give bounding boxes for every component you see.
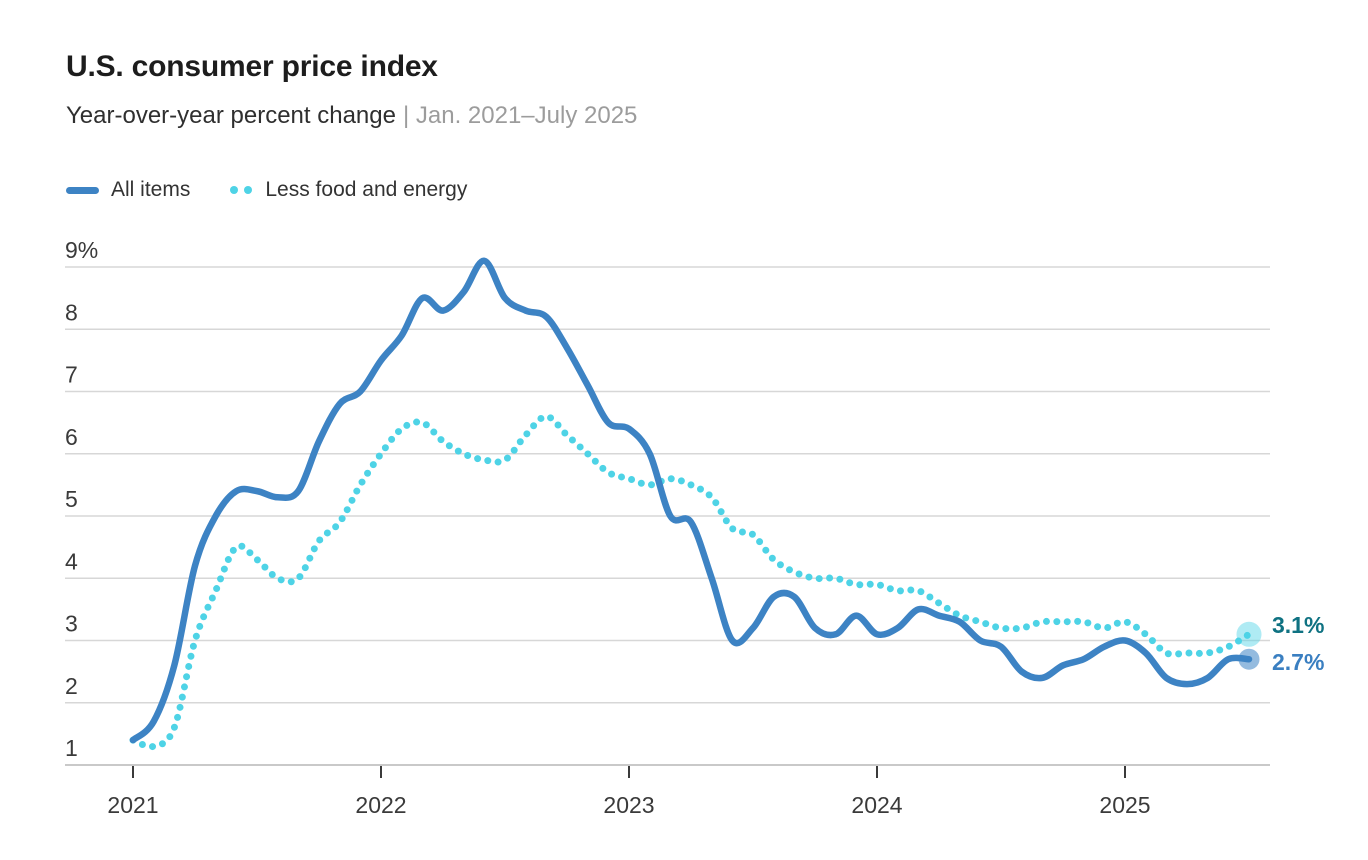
- x-axis-label: 2023: [603, 792, 654, 818]
- all-items-line-swatch-icon: [66, 186, 99, 194]
- y-axis-label: 6: [65, 424, 78, 450]
- legend-label-less-food-energy: Less food and energy: [265, 178, 468, 201]
- subtitle-date-range: | Jan. 2021–July 2025: [402, 102, 638, 129]
- x-axis-label: 2021: [107, 792, 158, 818]
- series-less-food-energy-line: [129, 412, 1253, 751]
- end-label-less-food-energy: 3.1%: [1272, 612, 1325, 638]
- y-axis-label: 2: [65, 673, 78, 699]
- y-axis-label: 3: [65, 611, 78, 637]
- legend: All items Less food and energy: [66, 178, 467, 202]
- y-axis-label: 8: [65, 299, 78, 325]
- x-axis-label: 2024: [851, 792, 902, 818]
- legend-item-less-food-energy: Less food and energy: [230, 178, 467, 202]
- y-axis-label: 9%: [65, 237, 98, 263]
- x-axis-label: 2025: [1099, 792, 1150, 818]
- legend-item-all-items: All items: [66, 178, 190, 202]
- series-less-food-energy-endpoint: [1236, 621, 1262, 647]
- less-food-energy-dots-swatch-icon: [230, 186, 253, 194]
- subtitle-measure: Year-over-year percent change: [66, 102, 396, 129]
- end-label-all-items: 2.7%: [1272, 649, 1325, 675]
- y-axis-label: 5: [65, 486, 78, 512]
- y-axis-label: 4: [65, 548, 78, 574]
- y-axis-label: 1: [65, 735, 78, 761]
- y-axis-label: 7: [65, 362, 78, 388]
- chart-subtitle: Year-over-year percent change | Jan. 2021…: [66, 102, 637, 130]
- x-axis-label: 2022: [355, 792, 406, 818]
- series-all-items-endpoint: [1238, 648, 1260, 670]
- legend-label-all-items: All items: [111, 178, 191, 201]
- chart-title: U.S. consumer price index: [66, 50, 438, 83]
- series-all-items-line: [129, 257, 1253, 744]
